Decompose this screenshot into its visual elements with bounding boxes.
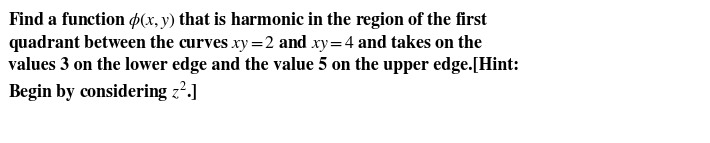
Text: Begin by considering $z^2$.]: Begin by considering $z^2$.] — [8, 81, 197, 105]
Text: Find a function $\phi(x,y)$ that is harmonic in the region of the first: Find a function $\phi(x,y)$ that is harm… — [8, 10, 488, 31]
Text: quadrant between the curves $xy = 2$ and $xy = 4$ and takes on the: quadrant between the curves $xy = 2$ and… — [8, 33, 483, 54]
Text: values 3 on the lower edge and the value 5 on the upper edge.[Hint:: values 3 on the lower edge and the value… — [8, 57, 519, 74]
